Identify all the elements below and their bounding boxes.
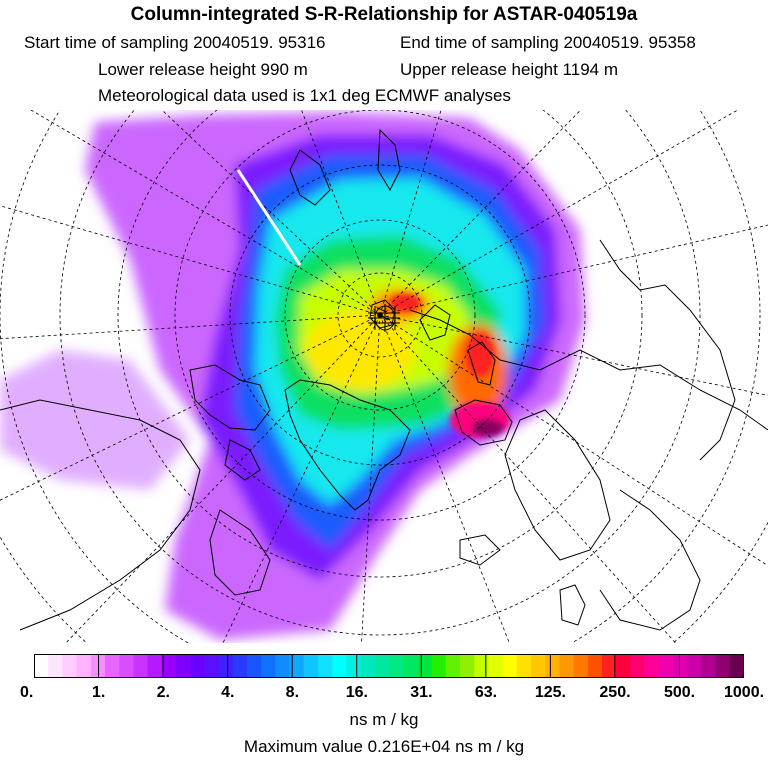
- colorbar-swatch: [460, 654, 475, 678]
- colorbar: [34, 654, 744, 678]
- coast-british-isles: [559, 584, 586, 626]
- colorbar-tick-label: 125.: [534, 684, 566, 701]
- maximum-value-label: Maximum value 0.216E+04 ns m / kg: [243, 737, 525, 756]
- colorbar-tick-label: 2.: [156, 684, 170, 701]
- colorbar-swatch: [176, 654, 191, 678]
- colorbar-tick-label: 4.: [221, 684, 235, 701]
- colorbar-swatch: [374, 654, 390, 678]
- colorbar-swatch: [232, 654, 248, 678]
- field-red-north: [389, 294, 421, 312]
- upper-release-height: Upper release height 1194 m: [400, 60, 618, 79]
- colorbar-swatch: [261, 654, 276, 678]
- colorbar-swatch: [147, 654, 163, 678]
- coast-alaska: [289, 149, 331, 206]
- coast-scandinavia: [504, 409, 611, 561]
- colorbar-swatch: [715, 654, 731, 678]
- colorbar-tick-label: 250.: [599, 684, 631, 701]
- colorbar-units: ns m / kg: [349, 710, 419, 729]
- coast-iceland: [459, 534, 501, 566]
- meteorological-data-note: Meteorological data used is 1x1 deg ECMW…: [98, 86, 511, 105]
- colorbar-swatch: [729, 654, 744, 678]
- colorbar-tick-label: 1000.: [724, 684, 765, 701]
- coast-svalbard: [454, 399, 513, 446]
- colorbar-swatch: [545, 654, 560, 678]
- graticule: [0, 110, 768, 643]
- colorbar-swatch: [602, 654, 617, 678]
- colorbar-swatch: [332, 654, 347, 678]
- colorbar-tick-label: 1.: [92, 684, 106, 701]
- colorbar-swatch: [62, 654, 78, 678]
- colorbar-frame: [34, 654, 744, 678]
- colorbar-swatch: [474, 654, 489, 678]
- colorbar-swatch: [204, 654, 220, 678]
- colorbar-swatch: [76, 654, 92, 678]
- colorbar-swatch: [190, 654, 205, 678]
- sensitivity-field: [0, 112, 585, 640]
- polar-map: [0, 110, 768, 643]
- colorbar-swatch: [673, 654, 688, 678]
- colorbar-swatch: [403, 654, 418, 678]
- colorbar-swatch: [289, 654, 305, 678]
- colorbar-swatch: [658, 654, 674, 678]
- colorbar-swatch: [644, 654, 660, 678]
- colorbar-swatch: [616, 654, 631, 678]
- field-red-east: [466, 333, 494, 377]
- coast-east-siberia: [599, 239, 736, 461]
- start-time: Start time of sampling 20040519. 95316: [24, 33, 326, 52]
- colorbar-swatch: [275, 654, 291, 678]
- lower-release-height: Lower release height 990 m: [98, 60, 308, 79]
- colorbar-swatch: [133, 654, 149, 678]
- colorbar-swatch: [161, 654, 177, 678]
- flight-track: [236, 169, 302, 266]
- colorbar-swatch: [247, 654, 262, 678]
- colorbar-swatch: [445, 654, 461, 678]
- colorbar-swatch: [687, 654, 702, 678]
- colorbar-swatch: [105, 654, 120, 678]
- colorbar-swatch: [587, 654, 603, 678]
- colorbar-tick-label: 8.: [285, 684, 300, 701]
- colorbar-swatch: [559, 654, 575, 678]
- colorbar-tick-label: 0.: [20, 684, 34, 701]
- colorbar-swatch: [502, 654, 518, 678]
- coast-hudson-bay: [209, 509, 271, 596]
- colorbar-swatch: [573, 654, 589, 678]
- colorbar-swatch: [531, 654, 546, 678]
- coast-siberia: [409, 309, 768, 431]
- field-violet-west: [0, 350, 190, 490]
- colorbar-swatch: [516, 654, 532, 678]
- colorbar-swatch: [488, 654, 504, 678]
- coast-greenland: [284, 379, 411, 511]
- colorbar-swatch: [389, 654, 404, 678]
- coast-europe: [599, 489, 701, 631]
- colorbar-swatch: [318, 654, 333, 678]
- coast-north-america: [0, 399, 201, 631]
- colorbar-swatch: [48, 654, 63, 678]
- coast-bering: [377, 128, 401, 192]
- colorbar-tick-label: 500.: [663, 684, 696, 701]
- colorbar-tick-label: 16.: [345, 684, 368, 701]
- colorbar-tick-label: 31.: [410, 684, 433, 701]
- colorbar-swatch: [218, 654, 234, 678]
- colorbar-swatch: [34, 654, 49, 678]
- colorbar-swatch: [701, 654, 717, 678]
- field-maximum-core: [472, 419, 504, 437]
- coast-taymyr: [419, 304, 451, 341]
- colorbar-swatch: [303, 654, 319, 678]
- colorbar-tick-label: 63.: [474, 684, 498, 701]
- colorbar-swatch: [346, 654, 362, 678]
- colorbar-swatch: [431, 654, 447, 678]
- release-location-marker: [368, 304, 400, 332]
- plot-title: Column-integrated S-R-Relationship for A…: [130, 4, 638, 25]
- colorbar-swatch: [630, 654, 646, 678]
- colorbar-swatch: [360, 654, 376, 678]
- end-time: End time of sampling 20040519. 95358: [400, 33, 696, 52]
- colorbar-swatch: [119, 654, 134, 678]
- colorbar-swatch: [417, 654, 433, 678]
- field-yellow: [305, 310, 415, 390]
- coast-canadian-archipelago: [189, 364, 271, 481]
- coast-novaya-zemlya: [467, 341, 496, 386]
